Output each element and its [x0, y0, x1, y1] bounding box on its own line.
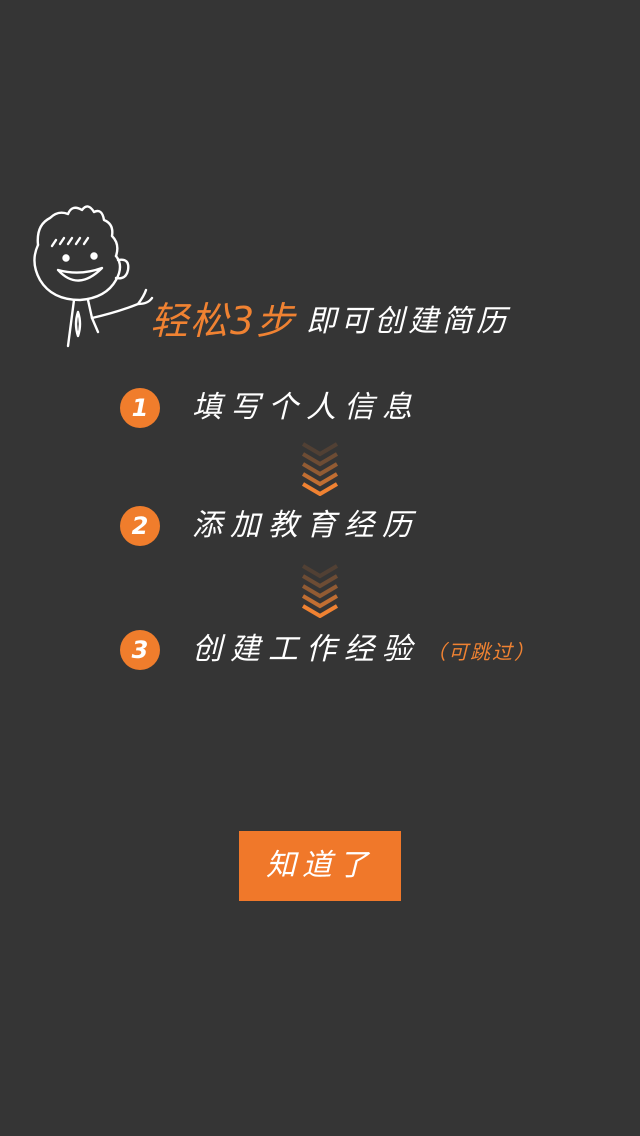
step-3-text: 创建工作经验 — [192, 632, 420, 667]
waving-boy-icon — [28, 200, 154, 354]
step-3-badge: 3 — [120, 630, 160, 670]
got-it-button[interactable]: 知道了 — [239, 831, 401, 901]
step-1-badge: 1 — [120, 388, 160, 428]
step-1: 1 填写个人信息 — [120, 386, 620, 430]
step-3-label: 创建工作经验 （可跳过） — [192, 628, 536, 672]
step-2-badge: 2 — [120, 506, 160, 546]
step-1-label: 填写个人信息 — [192, 390, 420, 425]
step-2: 2 添加教育经历 — [120, 504, 620, 548]
step-3-skippable-note: （可跳过） — [426, 640, 536, 664]
intro-headline: 轻松3步 即可创建简历 — [150, 290, 620, 346]
step-2-label: 添加教育经历 — [192, 508, 420, 543]
step-3: 3 创建工作经验 （可跳过） — [120, 628, 620, 672]
chevron-down-icon — [300, 440, 340, 497]
headline-rest: 即可创建简历 — [306, 303, 511, 339]
headline-accent: 轻松3步 — [150, 299, 297, 343]
chevron-down-icon — [300, 562, 340, 619]
